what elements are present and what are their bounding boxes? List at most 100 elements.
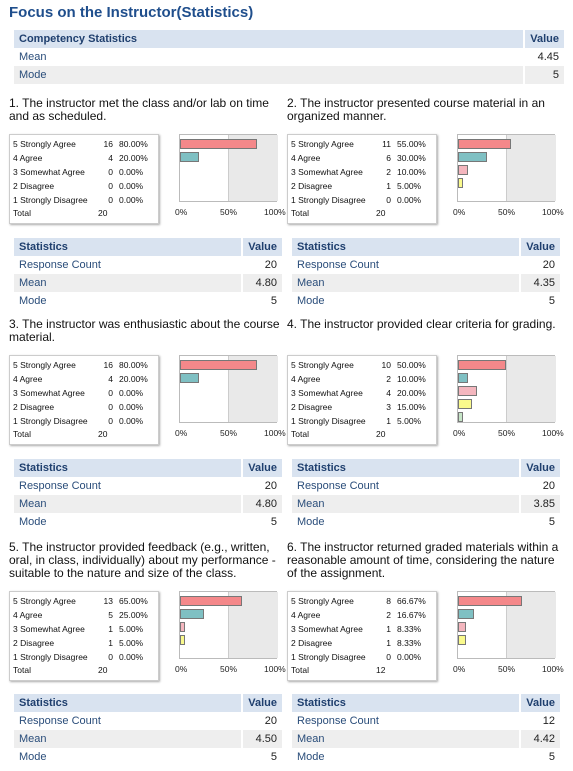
- response-percent: 0.00%: [119, 652, 144, 662]
- statistics-header: Statistics: [292, 459, 520, 478]
- response-row: 5 Strongly Agree 16 80.00%: [13, 359, 161, 371]
- response-count: 1: [386, 416, 391, 426]
- response-count: 8: [386, 596, 391, 606]
- response-label: 3 Somewhat Agree: [13, 388, 85, 398]
- question-title: 5. The instructor provided feedback (e.g…: [9, 540, 276, 580]
- statistic-value: 4.50: [241, 730, 282, 748]
- response-percent: 66.67%: [397, 596, 426, 606]
- response-bar: [458, 386, 477, 396]
- response-count: 0: [108, 167, 113, 177]
- statistic-value: 5: [241, 513, 282, 531]
- response-count: 4: [108, 153, 113, 163]
- statistics-header: Statistics: [292, 238, 520, 257]
- response-percent: 20.00%: [119, 153, 148, 163]
- response-count: 2: [386, 374, 391, 384]
- response-row: 1 Strongly Disagree 0 0.00%: [13, 194, 161, 206]
- response-bar-chart: 0% 50% 100%: [169, 355, 286, 445]
- response-count: 0: [386, 652, 391, 662]
- question-title: 2. The instructor presented course mater…: [287, 96, 545, 123]
- statistic-value: 3.85: [519, 495, 560, 513]
- statistic-value: 12: [519, 712, 560, 730]
- statistic-label: Mean: [292, 730, 520, 748]
- question-statistics-table: Statistics Value Response Count 20 Mean 4.80 M…: [14, 238, 282, 310]
- response-row: 3 Somewhat Agree 0 0.00%: [13, 166, 161, 178]
- response-label: 4 Agree: [291, 153, 321, 163]
- response-label: 2 Disagree: [13, 638, 55, 648]
- response-label: 4 Agree: [13, 610, 43, 620]
- total-label: Total: [13, 208, 31, 218]
- statistic-value: 4.35: [519, 274, 560, 292]
- axis-tick: 0%: [175, 207, 188, 217]
- value-header: Value: [241, 694, 282, 713]
- response-percent: 30.00%: [397, 153, 426, 163]
- mode-label: Mode: [14, 66, 525, 84]
- response-count: 0: [108, 195, 113, 205]
- statistic-value: 5: [241, 748, 282, 766]
- response-count: 4: [386, 388, 391, 398]
- gridline: [506, 135, 507, 201]
- response-percent: 80.00%: [119, 360, 148, 370]
- response-table: 5 Strongly Agree 10 50.00% 4 Agree 2 10.00% 3 …: [287, 355, 437, 445]
- statistic-value: 20: [519, 477, 560, 495]
- statistic-value: 5: [519, 292, 560, 310]
- axis-tick: 100%: [542, 207, 564, 217]
- statistic-label: Mode: [19, 516, 47, 528]
- response-row: 1 Strongly Disagree 0 0.00%: [13, 651, 161, 663]
- page-title: Focus on the Instructor(Statistics): [9, 4, 254, 21]
- gridline: [506, 356, 507, 422]
- response-table: 5 Strongly Agree 16 80.00% 4 Agree 4 20.00% 3 …: [9, 355, 159, 445]
- axis-tick: 0%: [175, 428, 188, 438]
- response-percent: 0.00%: [119, 388, 144, 398]
- response-label: 1 Strongly Disagree: [291, 652, 366, 662]
- response-label: 2 Disagree: [13, 402, 55, 412]
- response-percent: 0.00%: [397, 195, 422, 205]
- response-percent: 10.00%: [397, 374, 426, 384]
- chart-plot-area: [179, 355, 278, 423]
- response-bar: [458, 373, 468, 383]
- axis-tick: 0%: [453, 207, 466, 217]
- statistic-value: 20: [241, 256, 282, 274]
- response-row: 3 Somewhat Agree 4 20.00%: [291, 387, 439, 399]
- axis-tick: 50%: [220, 428, 238, 438]
- question-statistics-table: Statistics Value Response Count 12 Mean 4.42 M…: [292, 694, 560, 766]
- statistic-label: Mean: [14, 730, 242, 748]
- axis-tick: 50%: [220, 664, 238, 674]
- axis-tick: 50%: [498, 664, 516, 674]
- response-table: 5 Strongly Agree 16 80.00% 4 Agree 4 20.00% 3 …: [9, 134, 159, 224]
- response-count: 10: [381, 360, 391, 370]
- response-bar: [458, 152, 487, 162]
- response-label: 3 Somewhat Agree: [13, 624, 85, 634]
- response-percent: 5.00%: [119, 624, 144, 634]
- response-bar-chart: 0% 50% 100%: [447, 355, 564, 445]
- response-count: 2: [386, 167, 391, 177]
- total-label: Total: [13, 429, 31, 439]
- response-count: 5: [108, 610, 113, 620]
- response-count: 0: [108, 402, 113, 412]
- response-row: 3 Somewhat Agree 1 5.00%: [13, 623, 161, 635]
- statistic-label: Mode: [19, 295, 47, 307]
- statistic-label: Mode: [19, 751, 47, 763]
- response-count: 0: [108, 181, 113, 191]
- response-distribution: 5 Strongly Agree 8 66.67% 4 Agree 2 16.67% 3 S…: [287, 591, 564, 681]
- response-count: 0: [386, 195, 391, 205]
- statistic-label: Mean: [292, 274, 520, 292]
- response-label: 5 Strongly Agree: [13, 360, 76, 370]
- response-percent: 55.00%: [397, 139, 426, 149]
- total-label: Total: [291, 429, 309, 439]
- statistic-label: Response Count: [297, 715, 379, 728]
- response-bar: [458, 360, 506, 370]
- statistic-label: Mode: [297, 751, 325, 763]
- response-label: 4 Agree: [291, 374, 321, 384]
- statistic-label: Mean: [292, 495, 520, 513]
- response-percent: 8.33%: [397, 624, 422, 634]
- chart-plot-area: [179, 591, 278, 659]
- response-percent: 0.00%: [397, 652, 422, 662]
- question-statistics-table: Statistics Value Response Count 20 Mean 4.35 M…: [292, 238, 560, 310]
- response-bar: [458, 412, 463, 422]
- response-label: 3 Somewhat Agree: [291, 167, 363, 177]
- response-percent: 25.00%: [119, 610, 148, 620]
- axis-tick: 100%: [264, 664, 286, 674]
- response-bar-chart: 0% 50% 100%: [447, 134, 564, 224]
- total-count: 20: [98, 429, 108, 439]
- gridline: [228, 135, 229, 201]
